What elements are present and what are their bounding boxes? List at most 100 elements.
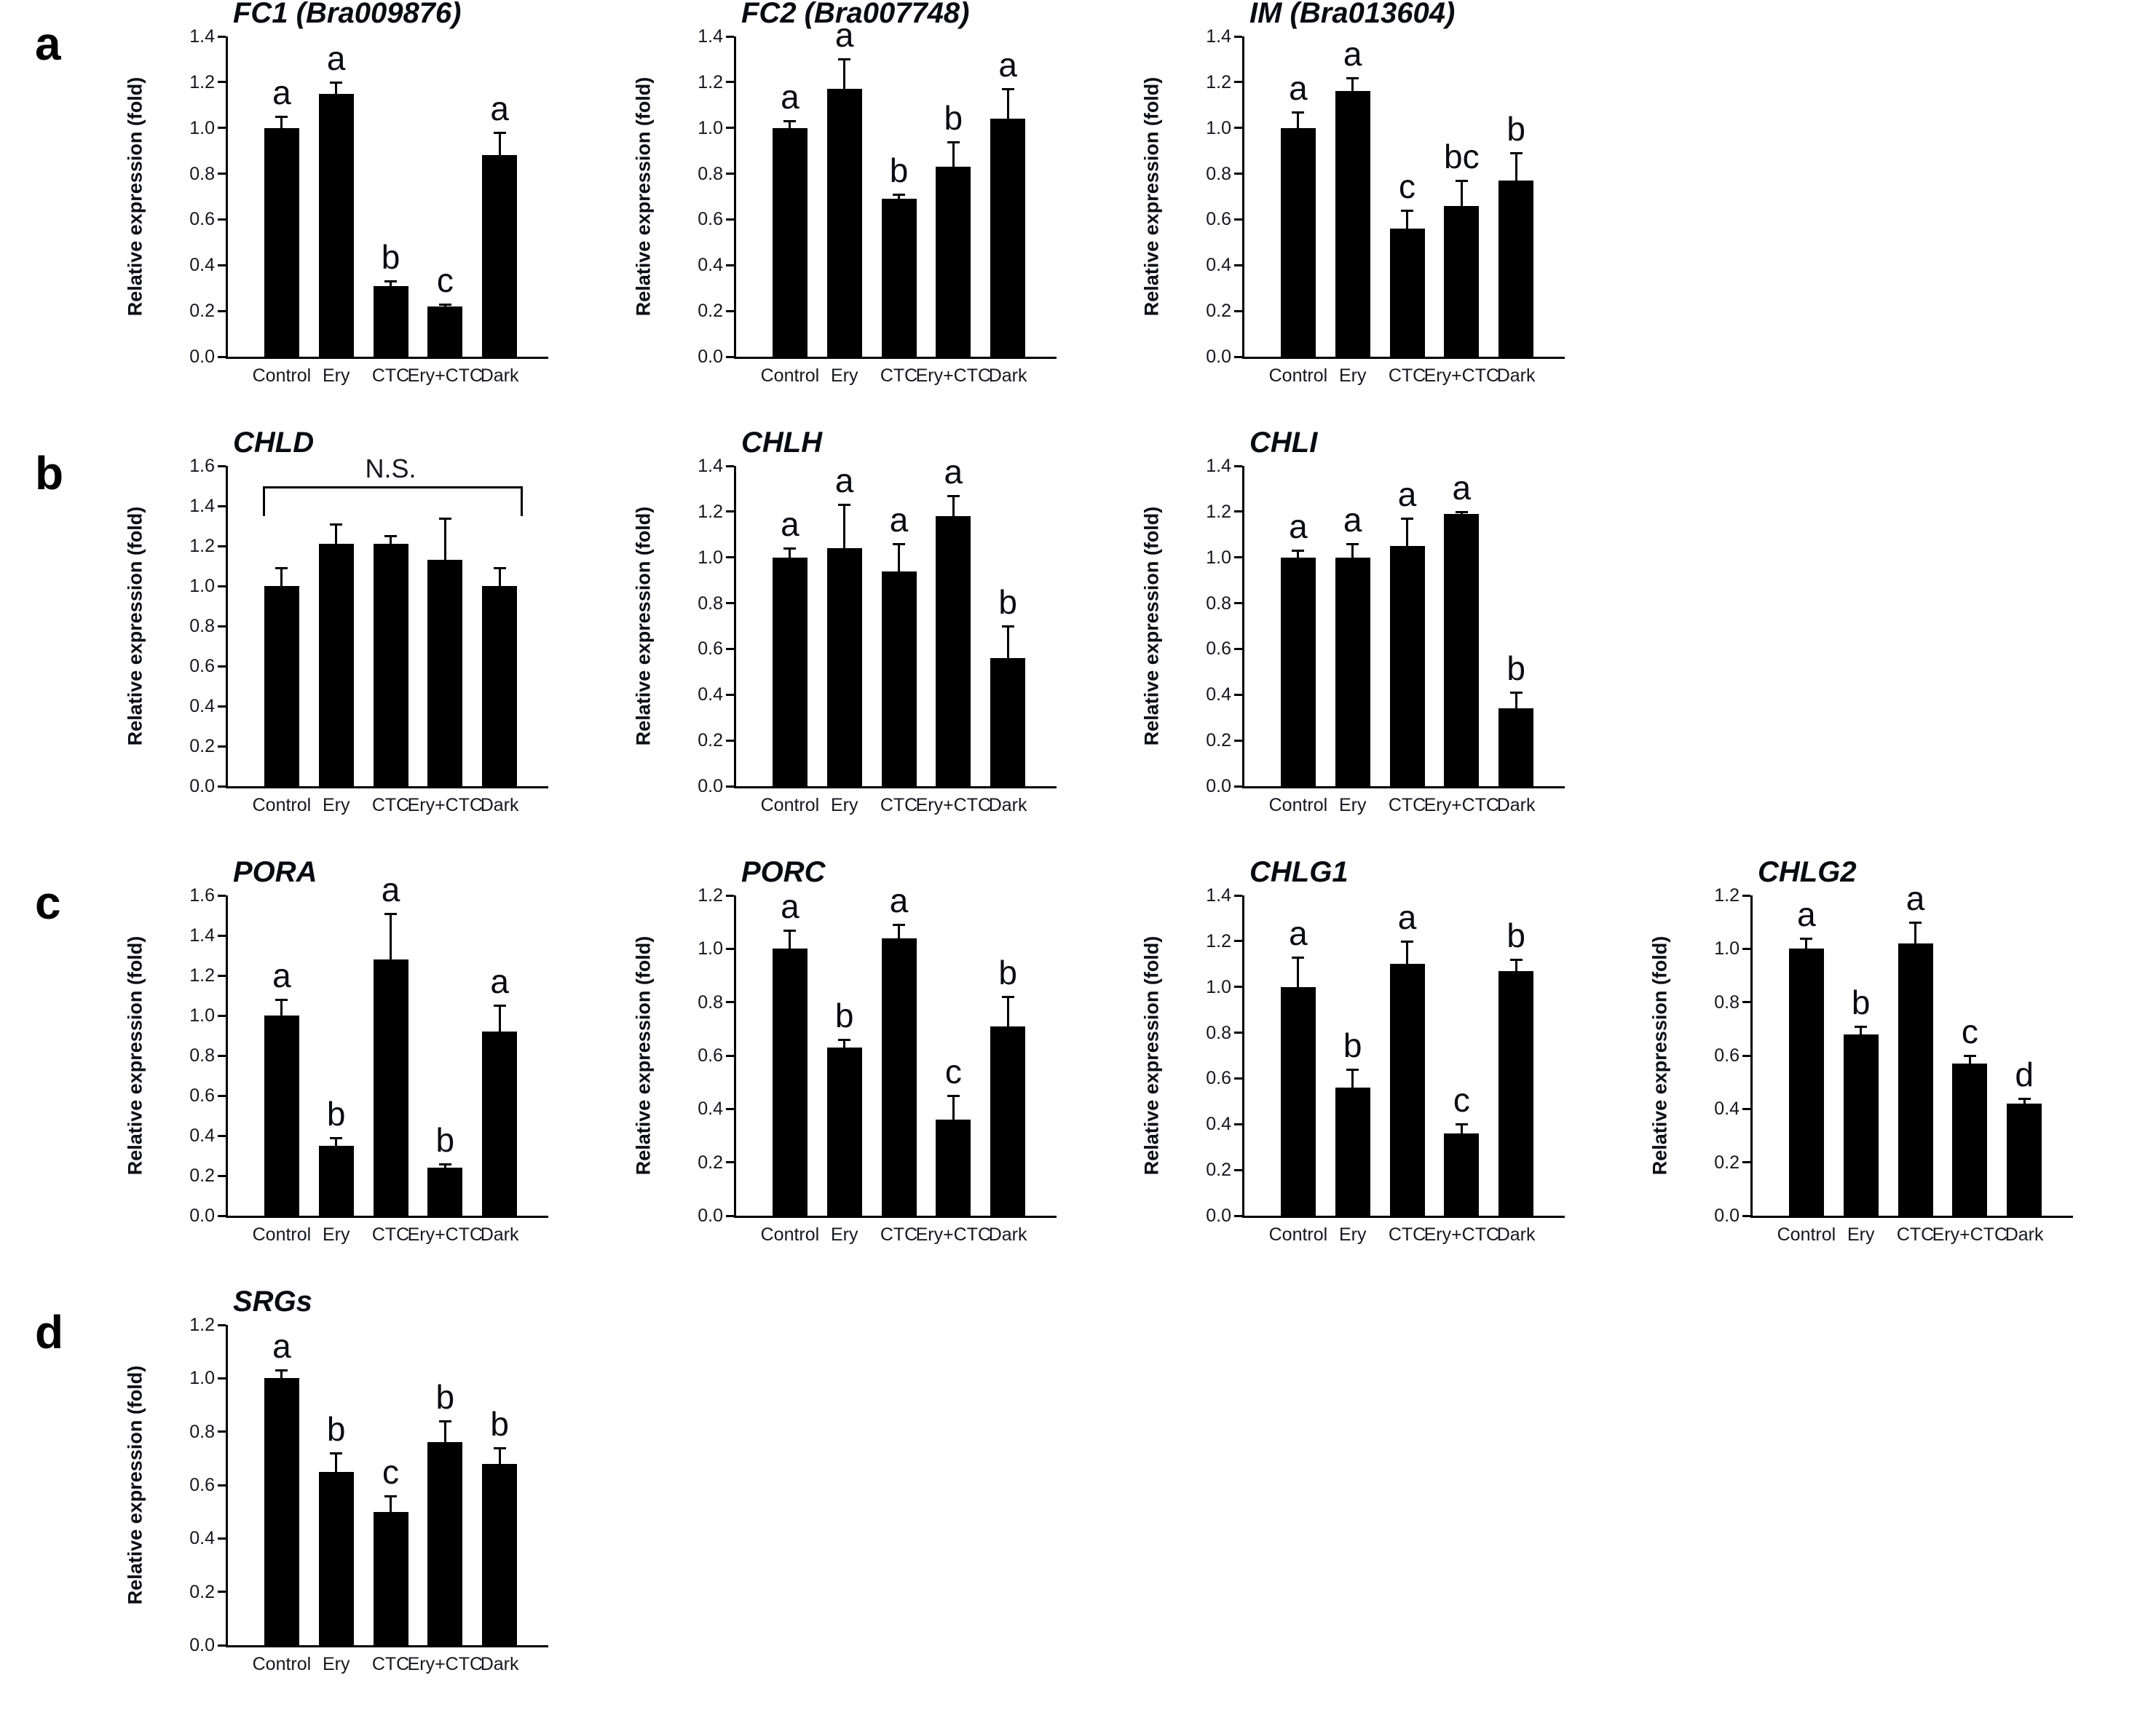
y-tick-label: 0.6 (1206, 1068, 1231, 1089)
y-tick-label: 1.0 (698, 547, 723, 568)
y-tick-mark (218, 355, 226, 358)
y-tick-label: 0.6 (698, 638, 723, 660)
bar-Ery (826, 548, 862, 786)
y-tick-mark (1234, 264, 1242, 266)
error-bar (1351, 77, 1354, 92)
chart-title-chlh: CHLH (741, 427, 823, 459)
error-bar-cap (1346, 542, 1359, 545)
y-tick-label: 0.8 (189, 1421, 215, 1442)
x-tick-label: Ery (322, 365, 350, 386)
panel-letter-d: d (35, 1306, 64, 1358)
y-tick-mark (726, 35, 734, 38)
y-axis-label: Relative expression (fold) (1648, 935, 1671, 1176)
error-bar (443, 518, 446, 561)
y-tick-label: 1.2 (1206, 501, 1231, 522)
error-bar (898, 194, 901, 199)
bar-CTC (881, 199, 917, 357)
x-tick-label: Ery (830, 1224, 858, 1245)
error-bar (390, 281, 392, 286)
error-bar-cap (1001, 88, 1014, 91)
panel-row-d: d SRGs Relative expression (fold) 0.0 0.2 0.… (0, 1286, 2156, 1682)
y-tick-mark (1234, 1168, 1242, 1171)
error-bar-cap (1509, 692, 1523, 694)
error-bar-cap (1509, 959, 1523, 961)
y-tick-mark (218, 264, 226, 266)
significance-letter: a (272, 957, 291, 994)
y-tick-label: 0.4 (1714, 1099, 1740, 1120)
y-tick-label: 0.0 (1714, 1206, 1740, 1226)
significance-letter: a (490, 962, 509, 1001)
y-tick-mark (726, 264, 734, 266)
error-bar (280, 116, 283, 128)
error-bar (1406, 518, 1409, 546)
bar-Ery+CTC (1444, 514, 1480, 786)
error-bar (789, 930, 791, 949)
y-tick-label: 0.8 (1206, 1022, 1231, 1043)
error-bar-cap (438, 517, 451, 520)
error-bar (335, 82, 338, 94)
x-tick-label: Control (1777, 1224, 1836, 1245)
error-bar-cap (1455, 180, 1468, 182)
y-tick-label: 0.0 (189, 776, 215, 796)
significance-letter: a (1397, 475, 1417, 514)
error-bar-cap (1455, 1123, 1468, 1126)
chart-title-im: IM (Bra013604) (1249, 0, 1456, 29)
y-axis-label: Relative expression (fold) (124, 1365, 146, 1605)
error-bar-cap (783, 929, 797, 932)
y-tick-label: 0.2 (1206, 301, 1231, 322)
chart-title-chld: CHLD (233, 427, 315, 459)
y-tick-label: 0.2 (1206, 1160, 1231, 1181)
significance-letter: b (998, 954, 1017, 992)
panel-c-charts: PORA Relative expression (fold) 0.0 0.2 0.4 0… (124, 856, 2129, 1285)
significance-letter: a (381, 870, 400, 909)
y-tick-mark (218, 1377, 226, 1379)
significance-letter: a (834, 462, 854, 500)
x-tick-label: Ery+CTC (407, 1224, 483, 1245)
error-bar (443, 1421, 446, 1443)
y-tick-mark (726, 894, 734, 897)
significance-letter: b (1343, 1026, 1362, 1064)
chart-chld: CHLD Relative expression (fold) 0.0 0.2 0.4 0… (124, 427, 604, 855)
bar-Dark (482, 1463, 518, 1645)
chart-chlg1: CHLG1 Relative expression (fold) 0.0 0.2 0.4… (1140, 856, 1621, 1285)
x-tick-label: CTC (1388, 795, 1426, 815)
y-axis-label: Relative expression (fold) (1140, 506, 1163, 746)
plot-area-pora: 0.0 0.2 0.4 0.6 0.8 1.0 1.2 1.4 1.6 a Control b Ery a… (189, 873, 548, 1245)
significance-letter: c (1961, 1013, 1978, 1050)
y-tick-label: 0.0 (189, 1635, 215, 1655)
y-tick-mark (218, 894, 226, 897)
y-tick-mark (218, 1054, 226, 1057)
y-tick-mark (1234, 986, 1242, 989)
significance-letter: a (889, 500, 909, 539)
x-tick-label: CTC (1388, 365, 1426, 386)
y-tick-mark (218, 173, 226, 175)
y-tick-mark (1742, 1161, 1750, 1164)
bar-Dark (990, 1026, 1026, 1216)
y-tick-mark (218, 625, 226, 628)
y-tick-label: 0.8 (1206, 163, 1231, 184)
error-bar-cap (2018, 1097, 2031, 1100)
x-tick-label: Dark (1496, 1224, 1536, 1245)
y-tick-mark (1234, 602, 1242, 605)
y-axis-label: Relative expression (fold) (632, 76, 655, 317)
bar-Dark (1498, 181, 1534, 357)
x-tick-label: Ery+CTC (407, 365, 483, 386)
plot-area-porc: 0.0 0.2 0.4 0.6 0.8 1.0 1.2 a Control b Ery a CTC c Er… (698, 884, 1057, 1245)
error-bar-cap (838, 1039, 851, 1041)
y-tick-label: 1.2 (698, 501, 723, 522)
significance-letter: a (781, 505, 799, 544)
error-bar (1006, 626, 1009, 658)
y-tick-mark (218, 1644, 226, 1647)
error-bar (1515, 692, 1517, 709)
significance-letter: a (1397, 898, 1417, 936)
y-tick-mark (218, 1591, 226, 1594)
y-tick-mark (726, 510, 734, 513)
error-bar (952, 141, 955, 167)
y-tick-label: 1.0 (1206, 547, 1231, 568)
y-tick-label: 1.2 (189, 1315, 215, 1335)
error-bar-cap (1401, 518, 1414, 520)
x-tick-label: Ery+CTC (915, 365, 992, 386)
error-bar (1968, 1056, 1971, 1064)
bar-Control (772, 949, 807, 1216)
x-tick-label: Control (1268, 365, 1328, 386)
